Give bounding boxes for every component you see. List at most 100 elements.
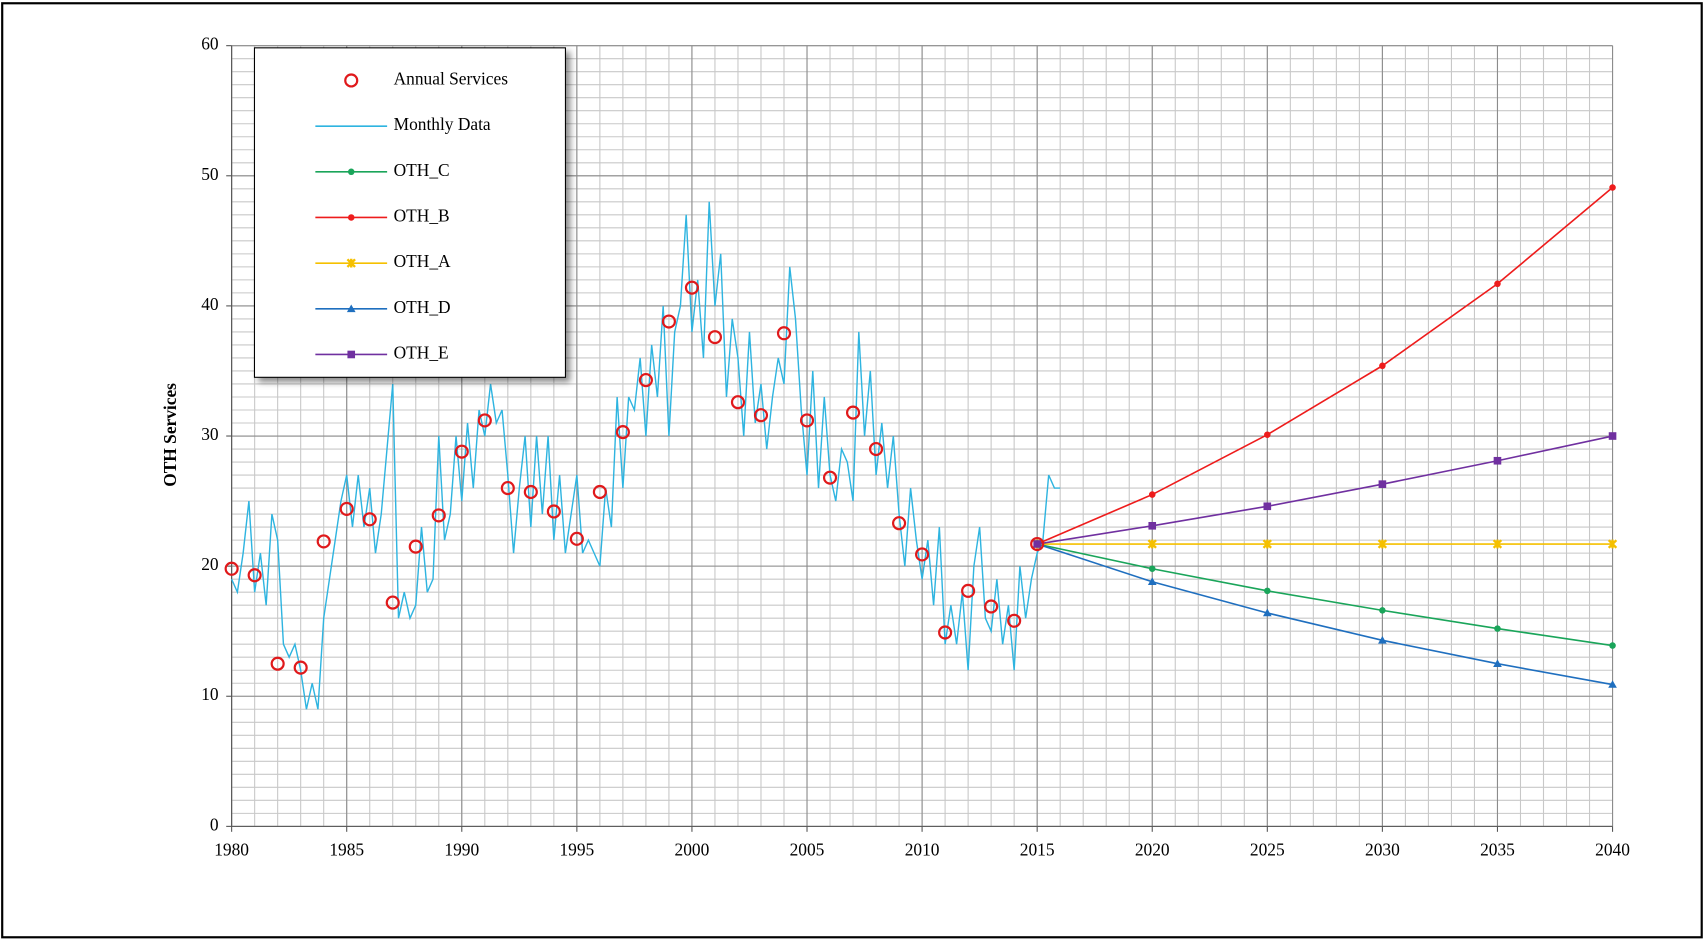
legend-label: Annual Services xyxy=(394,69,509,88)
marker xyxy=(1607,539,1618,549)
marker xyxy=(339,501,354,516)
x-tick-label: 1980 xyxy=(214,840,249,859)
x-tick-label: 2010 xyxy=(905,840,940,859)
marker xyxy=(661,314,676,329)
marker xyxy=(454,444,469,459)
line xyxy=(1036,543,1613,686)
line xyxy=(1036,543,1613,647)
x-tick-label: 2015 xyxy=(1020,840,1055,859)
x-tick-label: 2030 xyxy=(1365,840,1400,859)
legend-label: OTH_E xyxy=(394,343,449,362)
marker xyxy=(1379,362,1386,370)
marker xyxy=(753,408,769,423)
y-axis-label: OTH Services xyxy=(161,383,180,487)
marker xyxy=(408,539,423,554)
x-tick-label: 1995 xyxy=(559,840,594,859)
legend-label: Monthly Data xyxy=(394,115,491,134)
marker xyxy=(1264,587,1271,595)
legend-label: OTH_A xyxy=(394,252,451,271)
x-tick-label: 1985 xyxy=(329,840,364,859)
marker xyxy=(1262,539,1272,549)
marker xyxy=(344,73,359,88)
marker xyxy=(707,330,723,345)
legend-label: OTH_C xyxy=(394,161,450,180)
marker xyxy=(1147,539,1157,549)
marker xyxy=(730,395,746,410)
series xyxy=(1032,539,1618,549)
marker xyxy=(569,531,584,546)
marker xyxy=(385,595,400,610)
legend-label: OTH_D xyxy=(394,298,451,317)
marker xyxy=(1609,184,1616,191)
series xyxy=(1033,432,1617,548)
marker xyxy=(799,413,815,428)
marker xyxy=(1148,565,1156,573)
marker xyxy=(1264,431,1271,438)
marker xyxy=(431,508,446,523)
marker xyxy=(845,405,861,420)
marker xyxy=(984,599,999,614)
marker xyxy=(1378,480,1387,488)
line xyxy=(230,201,1061,710)
marker xyxy=(346,304,356,313)
marker xyxy=(1148,491,1156,498)
marker xyxy=(1262,608,1272,617)
marker xyxy=(1007,613,1022,628)
marker xyxy=(1030,536,1045,552)
marker xyxy=(316,534,331,549)
marker xyxy=(1379,607,1386,614)
marker xyxy=(1147,577,1157,586)
y-tick-label: 30 xyxy=(201,425,219,444)
marker xyxy=(247,568,262,583)
marker xyxy=(776,326,792,341)
marker xyxy=(347,168,355,176)
marker xyxy=(638,373,653,388)
marker xyxy=(477,413,492,428)
y-tick-label: 50 xyxy=(201,165,219,184)
legend-label: OTH_B xyxy=(394,206,450,225)
marker xyxy=(546,504,561,519)
line xyxy=(1037,435,1613,545)
y-tick-label: 10 xyxy=(201,685,219,704)
y-tick-label: 40 xyxy=(201,295,219,314)
x-tick-label: 1990 xyxy=(444,840,479,859)
marker xyxy=(1377,539,1388,549)
marker xyxy=(347,214,355,221)
x-tick-label: 2020 xyxy=(1135,840,1170,859)
marker xyxy=(500,481,515,496)
marker xyxy=(362,512,377,527)
marker xyxy=(523,484,538,500)
marker xyxy=(1608,432,1617,440)
line xyxy=(1036,186,1614,545)
marker xyxy=(1148,521,1157,530)
marker xyxy=(1608,680,1617,688)
y-tick-label: 20 xyxy=(201,555,219,574)
marker xyxy=(1033,540,1041,548)
marker xyxy=(915,547,930,562)
marker xyxy=(961,583,976,598)
marker xyxy=(1494,280,1501,288)
series xyxy=(1032,539,1617,688)
marker xyxy=(1494,625,1501,632)
marker xyxy=(822,470,838,485)
x-tick-label: 2000 xyxy=(675,840,710,859)
marker xyxy=(868,441,884,457)
marker xyxy=(1378,635,1387,644)
marker xyxy=(592,484,607,500)
x-tick-label: 2035 xyxy=(1480,840,1515,859)
marker xyxy=(270,656,285,671)
x-tick-label: 2040 xyxy=(1595,840,1630,859)
marker xyxy=(1263,502,1272,511)
y-tick-label: 0 xyxy=(210,815,219,834)
marker xyxy=(346,258,356,268)
marker xyxy=(224,561,239,576)
marker xyxy=(1493,456,1502,465)
x-tick-label: 2025 xyxy=(1250,840,1285,859)
marker xyxy=(615,425,630,440)
marker xyxy=(347,350,356,359)
legend-box xyxy=(253,47,566,378)
x-tick-label: 2005 xyxy=(790,840,825,859)
series xyxy=(224,280,1045,675)
y-tick-label: 60 xyxy=(201,35,219,54)
